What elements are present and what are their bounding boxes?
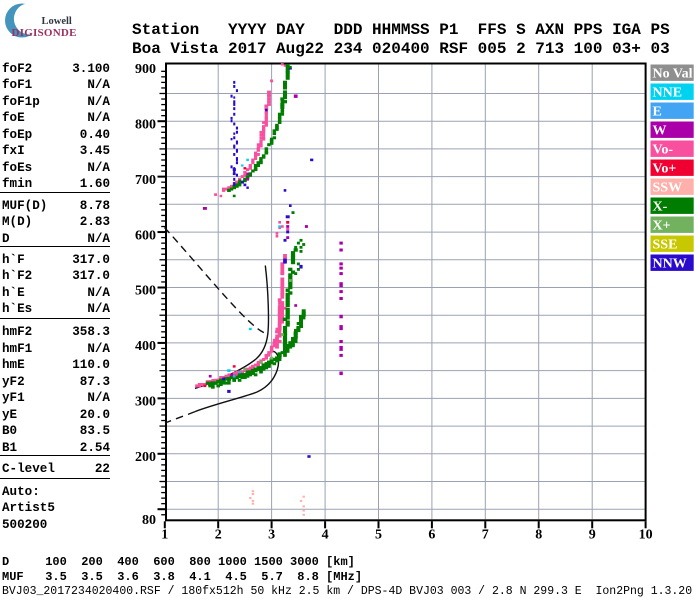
svg-text:E: E	[653, 105, 662, 120]
svg-text:X-: X-	[653, 200, 668, 215]
svg-text:3: 3	[268, 528, 275, 543]
svg-text:9: 9	[589, 528, 596, 543]
svg-text:600: 600	[135, 228, 156, 243]
svg-text:Vo+: Vo+	[653, 162, 677, 177]
svg-text:4: 4	[322, 528, 329, 543]
svg-text:X+: X+	[653, 219, 671, 234]
svg-text:6: 6	[428, 528, 435, 543]
svg-text:NNW: NNW	[653, 257, 687, 272]
svg-text:NNE: NNE	[653, 86, 683, 101]
svg-text:SSE: SSE	[653, 238, 678, 253]
svg-text:10: 10	[639, 528, 653, 543]
svg-text:W: W	[653, 124, 667, 139]
svg-text:DIGISONDE: DIGISONDE	[12, 27, 77, 39]
svg-text:7: 7	[482, 528, 489, 543]
svg-text:1: 1	[161, 528, 168, 543]
svg-text:200: 200	[135, 450, 156, 465]
svg-text:300: 300	[135, 395, 156, 410]
svg-text:Lowell: Lowell	[42, 16, 72, 27]
svg-text:SSW: SSW	[653, 181, 683, 196]
svg-text:5: 5	[375, 528, 382, 543]
svg-text:700: 700	[135, 173, 156, 188]
svg-text:400: 400	[135, 339, 156, 354]
svg-text:900: 900	[135, 62, 156, 77]
svg-text:No Val: No Val	[653, 67, 693, 82]
svg-text:500: 500	[135, 284, 156, 299]
svg-text:80: 80	[142, 513, 156, 528]
svg-text:Vo-: Vo-	[653, 143, 674, 158]
svg-text:2: 2	[215, 528, 222, 543]
svg-text:800: 800	[135, 117, 156, 132]
svg-text:8: 8	[535, 528, 542, 543]
